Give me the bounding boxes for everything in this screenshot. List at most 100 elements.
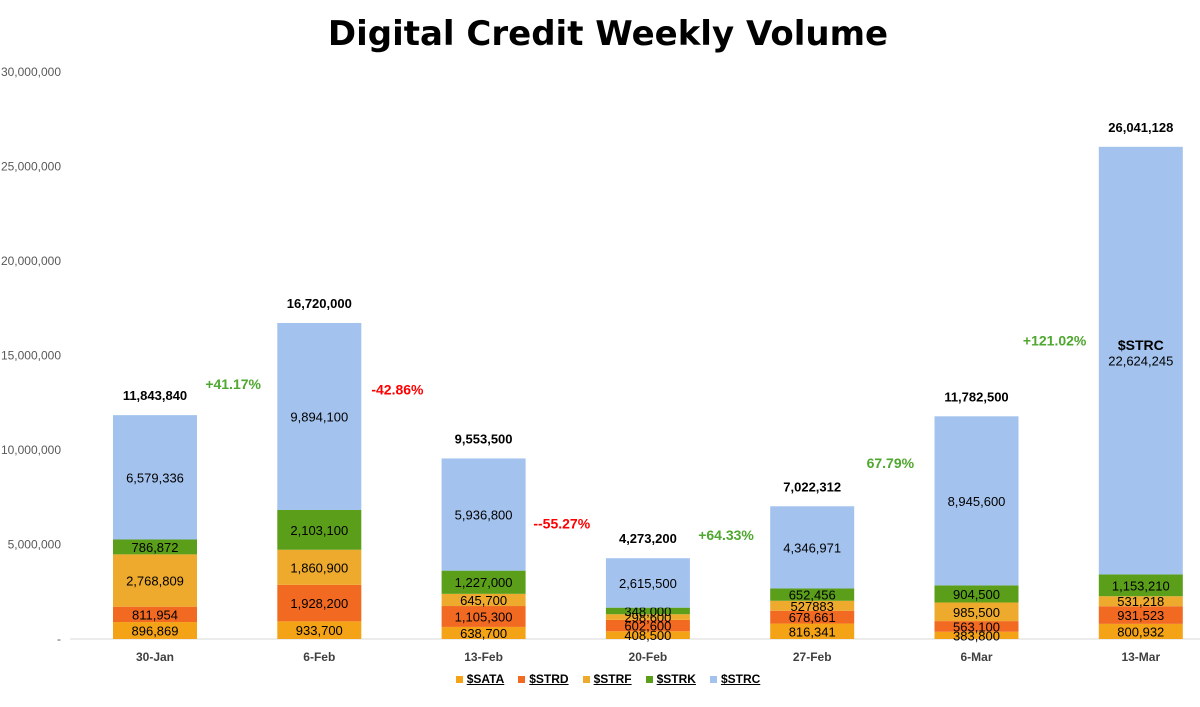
legend-swatch — [645, 675, 653, 683]
bar-segment-label: 645,700 — [460, 593, 507, 608]
bar-segment-strd — [277, 584, 362, 622]
bar-segment-label: 6,579,336 — [126, 470, 184, 485]
bar-segment-label: 5,936,800 — [455, 508, 513, 523]
bar-segment-sata — [113, 622, 197, 639]
y-tick-label: 20,000,000 — [1, 254, 61, 268]
bar-segment-label: 383,800 — [953, 628, 1000, 643]
bar-segment-sata — [441, 626, 526, 639]
bar-segment-label: 800,932 — [1117, 624, 1164, 639]
bar-segment-label: 348,000 — [624, 604, 671, 619]
legend-label: $SATA — [466, 672, 505, 686]
bar-total-label: 26,041,128 — [1108, 120, 1173, 135]
bar-segment-label: 527883 — [791, 599, 834, 614]
bar-segment-label: 933,700 — [296, 623, 343, 638]
bar-segment-label: 2,768,809 — [126, 574, 184, 589]
bar-segment-strf — [934, 602, 1019, 622]
bar-segment-strc — [1098, 146, 1183, 575]
legend-item: $STRC — [709, 672, 761, 686]
series-annotation: $STRC — [1118, 337, 1164, 353]
change-label: +64.33% — [698, 527, 754, 543]
bar-segment-label: 9,894,100 — [290, 409, 348, 424]
bar-total-label: 16,720,000 — [287, 296, 352, 311]
y-tick-label: 10,000,000 — [1, 443, 61, 457]
bar-segment-label: 931,523 — [1117, 608, 1164, 623]
bar-segment-strk — [113, 539, 197, 555]
bar-segment-sata — [605, 631, 690, 639]
bar-segment-strd — [113, 606, 197, 623]
bar-total-label: 11,782,500 — [944, 389, 1008, 404]
bar-total-label: 9,553,500 — [455, 431, 513, 446]
legend-swatch — [455, 675, 463, 683]
bar-segment-strf — [441, 593, 526, 607]
bar-segment-strf — [113, 554, 197, 607]
x-tick-label: 6-Mar — [960, 650, 992, 664]
bar-segment-strc — [605, 558, 690, 608]
bar-segment-strd — [770, 610, 855, 624]
y-tick-label: - — [57, 632, 61, 646]
legend-item: $STRF — [582, 672, 632, 686]
bar-segment-label: 1,153,210 — [1112, 578, 1170, 593]
legend-item: $STRK — [645, 672, 696, 686]
bar-segment-sata — [1098, 623, 1183, 639]
bar-segment-strk — [277, 509, 362, 550]
bar-segment-strk — [934, 585, 1019, 603]
bar-segment-label: 652,456 — [789, 588, 836, 603]
bar-segment-sata — [277, 621, 362, 639]
change-label: +121.02% — [1023, 332, 1087, 348]
bar-segment-label: 811,954 — [132, 607, 178, 622]
legend-label: $STRK — [656, 672, 696, 686]
bar-segment-label: 1,928,200 — [290, 596, 348, 611]
bar-segment-label: 4,346,971 — [783, 540, 841, 555]
bar-segment-strd — [1098, 606, 1183, 624]
bar-segment-sata — [770, 623, 855, 639]
bar-segment-strk — [441, 570, 526, 594]
legend-item: $SATA — [455, 672, 505, 686]
legend-swatch — [709, 675, 717, 683]
bar-segment-strc — [441, 458, 526, 571]
bar-segment-strd — [934, 621, 1019, 632]
bar-segment-strf — [1098, 596, 1183, 607]
bar-segment-label: 896,869 — [132, 624, 179, 639]
bar-segment-strf — [277, 549, 362, 585]
chart-title: Digital Credit Weekly Volume — [327, 14, 889, 54]
bar-segment-strf — [770, 600, 855, 611]
bar-segment-sata — [934, 631, 1019, 639]
bar-segment-strd — [605, 619, 690, 632]
bar-segment-strf — [605, 614, 690, 620]
bar-segment-strc — [934, 416, 1019, 586]
chart-legend: $SATA $STRD $STRF $STRK $STRC — [0, 672, 1200, 686]
x-tick-label: 6-Feb — [303, 650, 335, 664]
x-tick-label: 20-Feb — [629, 650, 668, 664]
bar-segment-strk — [1098, 574, 1183, 597]
bar-segment-label: 816,341 — [789, 624, 836, 639]
bar-segment-label: 904,500 — [953, 587, 1000, 602]
bar-segment-label: 985,500 — [953, 605, 1000, 620]
bar-total-label: 7,022,312 — [783, 479, 841, 494]
legend-label: $STRC — [720, 672, 761, 686]
bar-total-label: 11,843,840 — [123, 388, 187, 403]
change-label: 67.79% — [867, 455, 915, 471]
bar-segment-label: 8,945,600 — [948, 494, 1006, 509]
bar-segment-label: 1,227,000 — [455, 575, 513, 590]
change-label: --55.27% — [533, 516, 590, 532]
legend-label: $STRD — [529, 672, 569, 686]
bar-segment-strc — [113, 415, 197, 540]
bar-segment-label: 563,100 — [953, 619, 1000, 634]
bar-segment-label: 602,600 — [624, 619, 671, 634]
legend-swatch — [582, 675, 590, 683]
x-tick-label: 13-Mar — [1121, 650, 1160, 664]
legend-swatch — [518, 675, 526, 683]
bar-segment-strk — [770, 588, 855, 601]
x-tick-label: 13-Feb — [464, 650, 503, 664]
bar-segment-strc — [770, 506, 855, 589]
legend-item: $STRD — [518, 672, 569, 686]
x-tick-label: 27-Feb — [793, 650, 832, 664]
y-tick-label: 25,000,000 — [1, 160, 61, 174]
bar-segment-label: 638,700 — [460, 626, 507, 641]
change-label: +41.17% — [205, 376, 261, 392]
y-tick-label: 15,000,000 — [1, 349, 61, 363]
bar-segment-strk — [605, 607, 690, 615]
bar-segment-label: 678,661 — [789, 610, 836, 625]
y-tick-label: 30,000,000 — [1, 65, 61, 79]
